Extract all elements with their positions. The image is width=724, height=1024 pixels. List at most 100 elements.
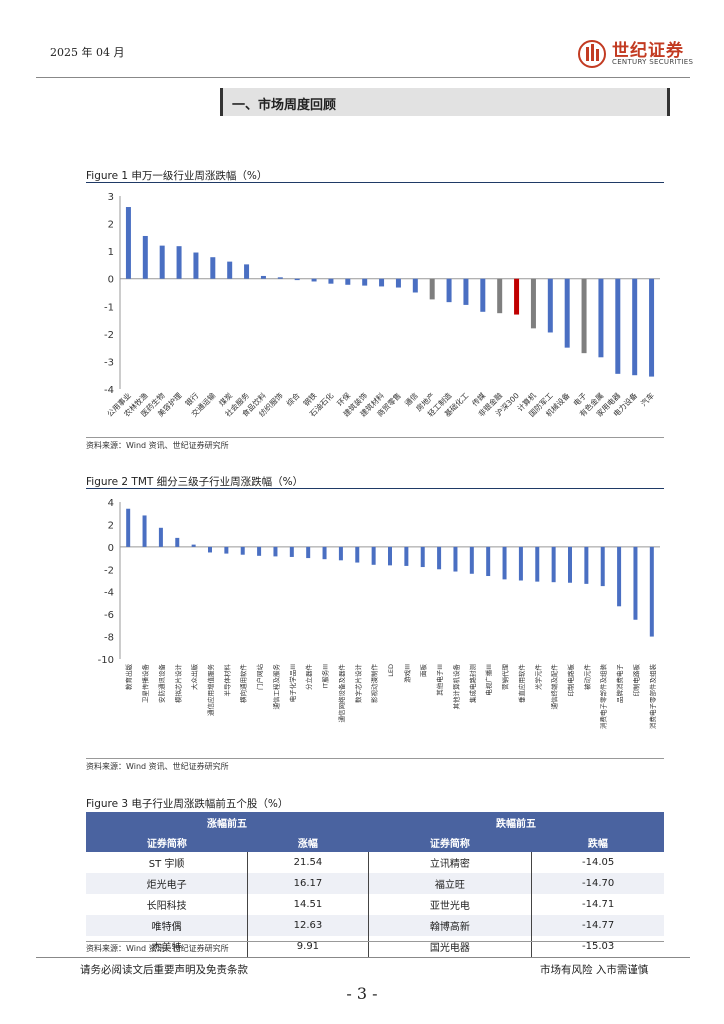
bar (584, 546, 589, 584)
logo-emblem-icon (578, 40, 606, 68)
x-tick-label: 电视广播III (484, 664, 493, 696)
up-stock-value: 9.91 (247, 936, 369, 957)
bar (322, 546, 327, 560)
bar (210, 257, 216, 279)
bar (568, 546, 572, 583)
top-movers-table: 涨幅前五 跌幅前五 证券简称 涨幅 证券简称 跌幅 ST 宇顺 21.54 立讯… (86, 812, 664, 957)
up-stock-value: 14.51 (247, 894, 369, 915)
y-tick-label: 1 (108, 247, 114, 258)
col-down: 跌幅 (531, 832, 664, 852)
x-tick-label: 教育出版 (124, 664, 133, 691)
bar (158, 527, 163, 547)
x-tick-label: 通信工程及服务 (271, 664, 280, 710)
logo-text-cn: 世纪证券 (612, 41, 684, 61)
bar (294, 278, 300, 281)
figure2-chart: 4 2 0 -2 -4 -6 -8 -10 教育出版 卫星传播设备 安防通讯设备 模拟芯片设计 大众出版… (98, 498, 660, 730)
bar (224, 546, 229, 554)
x-tick-label: 汽车 (638, 390, 656, 408)
bar (469, 546, 474, 574)
bar (649, 278, 655, 377)
x-tick-label: 通信应用增值服务 (206, 664, 215, 717)
up-stock-name: 长阳科技 (146, 901, 187, 912)
bar (420, 546, 425, 568)
x-tick-label: 印制电路板 (631, 664, 640, 697)
bar (617, 546, 622, 607)
x-tick-label: 其他电子III (435, 664, 444, 696)
col-up: 涨幅 (247, 832, 369, 852)
footer-divider (36, 957, 690, 958)
bar (598, 278, 604, 358)
y-tick-label: 0 (108, 275, 114, 286)
bar (649, 546, 654, 637)
bar (633, 546, 638, 620)
bar (497, 278, 503, 314)
x-tick-label: 品牌消费电子 (615, 664, 624, 704)
y-tick-label: -6 (104, 610, 114, 621)
up-stock-name: 炬光电子 (86, 873, 248, 894)
bar (404, 546, 409, 566)
bar (379, 278, 385, 287)
bar (388, 546, 392, 566)
y-tick-label: -1 (104, 302, 114, 313)
bar (632, 278, 638, 376)
figure2-caption: Figure 2 TMT 细分三级子行业周涨跌幅（%） (86, 476, 304, 488)
bar (191, 544, 196, 547)
bar (175, 537, 180, 547)
bar (486, 546, 491, 577)
figure1-source: 资料来源：Wind 资讯、世纪证券研究所 (86, 441, 229, 450)
down-stock-name: 亚世光电 (367, 894, 532, 915)
bar (362, 278, 368, 286)
y-tick-label: -3 (104, 357, 114, 368)
table-row: 炬光电子 16.17 福立旺 -14.70 (86, 873, 664, 894)
x-tick-label: 电子化学品III (288, 664, 297, 702)
x-tick-label: 分立器件 (304, 664, 313, 691)
bar (311, 278, 317, 282)
x-tick-label: 印制电路板 (566, 664, 575, 697)
x-tick-label: IT服务III (321, 664, 330, 689)
up-stock-name: ST 宇顺 (148, 859, 185, 870)
bar (328, 278, 334, 284)
bar (142, 515, 147, 547)
bar (600, 546, 605, 587)
footer-risk-warning: 市场有风险 入市需谨慎 (540, 964, 649, 976)
y-tick-label: 2 (108, 220, 114, 231)
up-stock-name: 唯特偶 (86, 915, 248, 936)
x-tick-label: 通信终端及配件 (550, 664, 559, 710)
up-stock-value: 16.17 (247, 873, 369, 894)
up-stock-value: 12.63 (247, 915, 369, 936)
x-tick-label: 消费电子零部件及组装 (599, 664, 608, 730)
bar (446, 278, 452, 303)
x-tick-label: 面板 (419, 664, 428, 678)
footer-disclaimer: 请务必阅读文后重要声明及免责条款 (80, 964, 248, 976)
figure2-top-rule (86, 488, 664, 489)
x-tick-label: 营销代理 (501, 664, 510, 691)
x-tick-label: 被动元件 (582, 664, 591, 691)
bar (535, 546, 540, 582)
col-name-up: 证券简称 (86, 832, 248, 852)
x-tick-label: 横向通用软件 (239, 664, 248, 704)
bar (260, 275, 266, 279)
bar (125, 207, 131, 279)
bar (193, 252, 199, 279)
y-tick-label: -10 (98, 655, 114, 666)
bar (371, 546, 376, 565)
x-tick-label: 其他计算机设备 (451, 664, 460, 710)
bar (277, 277, 283, 279)
report-date: 2025 年 04 月 (50, 46, 125, 59)
up-stock-value: 21.54 (247, 852, 369, 873)
figure3-source: 资料来源：Wind 资讯、世纪证券研究所 (86, 944, 229, 953)
bar (547, 278, 553, 333)
bar (126, 508, 131, 547)
bar (338, 546, 343, 561)
bar (395, 278, 401, 288)
figure1-bottom-rule (86, 437, 664, 438)
bar (581, 278, 587, 354)
bar (345, 278, 351, 285)
down-stock-name: 国光电器 (367, 936, 532, 957)
x-tick-label: 影视动漫制作 (370, 664, 379, 704)
bar (429, 278, 435, 300)
x-tick-label: 大众出版 (190, 664, 199, 691)
y-tick-label: -2 (104, 330, 114, 341)
company-logo (578, 38, 698, 70)
bar (437, 546, 442, 570)
